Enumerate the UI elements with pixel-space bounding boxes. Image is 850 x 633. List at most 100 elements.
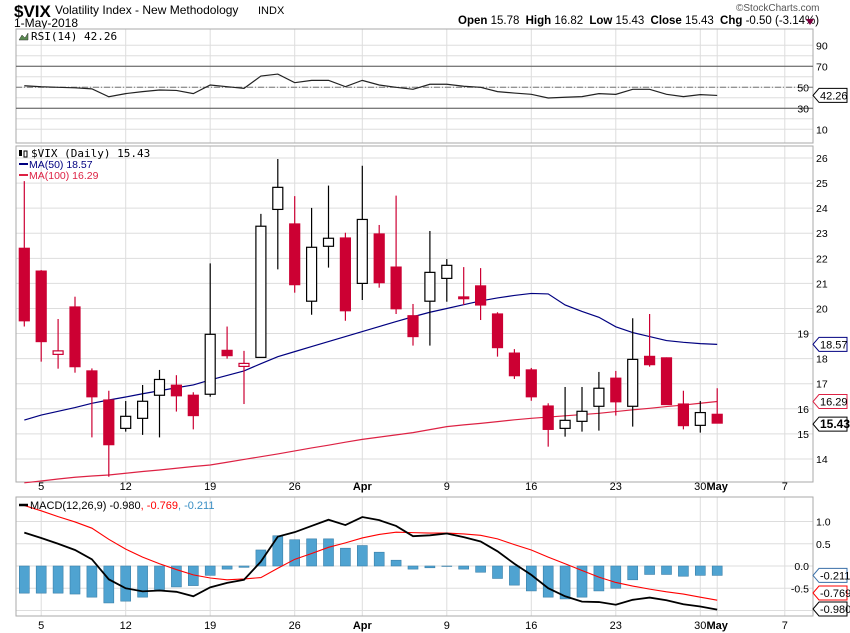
rsi-tick-label: 30 bbox=[797, 103, 809, 115]
price-tick-label: 25 bbox=[816, 178, 828, 190]
candle-body bbox=[694, 411, 706, 426]
ma50-value-tag-box bbox=[812, 336, 848, 352]
x-tick-label: 5 bbox=[38, 481, 44, 493]
candle-body bbox=[610, 377, 622, 403]
panel-border bbox=[15, 28, 814, 144]
price-tick-label: 23 bbox=[816, 228, 828, 240]
candle-body bbox=[627, 358, 639, 407]
rsi-tick-label: 90 bbox=[816, 40, 828, 52]
macd-histogram-bar bbox=[390, 559, 402, 567]
rsi-tick-label: 10 bbox=[816, 124, 828, 136]
chart-date: 1-May-2018 bbox=[14, 16, 78, 30]
x-tick-label: 7 bbox=[782, 620, 788, 632]
macd-histogram-bar bbox=[86, 565, 98, 598]
macd-legend-hist: , -0.211 bbox=[178, 500, 215, 512]
macd-histogram-bar bbox=[610, 565, 622, 589]
low-label: Low bbox=[589, 15, 612, 27]
ma50-line bbox=[24, 292, 718, 421]
candle-body bbox=[458, 296, 470, 300]
macd-histogram-bar bbox=[103, 565, 115, 604]
panel-border bbox=[15, 496, 814, 617]
candle-body bbox=[289, 223, 301, 286]
macd-value-tag: -0.980 bbox=[820, 604, 850, 616]
macd-legend: MACD(12,26,9) -0.980, -0.769, -0.211 bbox=[30, 500, 214, 512]
watermark: ©StockCharts.com bbox=[736, 3, 820, 14]
macd-histogram-bar bbox=[35, 565, 47, 594]
macd-histogram-bar bbox=[542, 565, 554, 598]
price-tick-label: 22 bbox=[816, 253, 828, 265]
macd-histogram-bar bbox=[373, 551, 385, 567]
macd-histogram-bar bbox=[52, 565, 64, 594]
macd-histogram-bar bbox=[204, 565, 216, 576]
macd-legend-main: MACD(12,26,9) -0.980 bbox=[30, 500, 141, 512]
rsi-value-tag-box bbox=[812, 87, 848, 103]
candle-body bbox=[272, 186, 284, 211]
candle-body bbox=[339, 237, 351, 312]
x-tick-label: 5 bbox=[38, 620, 44, 632]
x-tick-label: May bbox=[706, 620, 728, 632]
candle-body bbox=[711, 413, 723, 424]
open-value: 15.78 bbox=[491, 15, 520, 27]
macd-histogram-bar bbox=[154, 565, 165, 590]
low-value: 15.43 bbox=[616, 15, 645, 27]
x-tick-label: 26 bbox=[289, 620, 301, 632]
candle-body bbox=[86, 370, 98, 398]
macd-histogram-bar bbox=[171, 565, 182, 588]
candle-body bbox=[373, 233, 385, 284]
x-tick-label: 19 bbox=[204, 481, 216, 493]
candle-body bbox=[170, 384, 182, 397]
hist-value-tag-box bbox=[812, 567, 848, 583]
candle-body bbox=[187, 394, 199, 417]
x-tick-label: 9 bbox=[444, 481, 450, 493]
ma100-legend: MA(100) 16.29 bbox=[29, 170, 99, 182]
panel-border bbox=[15, 145, 814, 483]
x-tick-label: May bbox=[706, 481, 728, 493]
rsi-legend: RSI(14) 42.26 bbox=[31, 30, 117, 43]
open-label: Open bbox=[458, 15, 487, 27]
macd-histogram-bar bbox=[475, 565, 486, 573]
rsi-line bbox=[24, 73, 718, 99]
candle-body bbox=[238, 362, 250, 368]
price-legend: $VIX (Daily) 15.43 bbox=[31, 147, 150, 160]
high-label: High bbox=[526, 15, 552, 27]
macd-histogram-bar bbox=[340, 547, 351, 567]
x-tick-label: Apr bbox=[353, 481, 373, 493]
macd-histogram-bar bbox=[306, 538, 317, 567]
x-tick-label: 16 bbox=[525, 620, 537, 632]
candle-body bbox=[35, 270, 47, 343]
price-tick-label: 16 bbox=[797, 404, 809, 416]
candle-body bbox=[255, 225, 267, 358]
x-tick-label: 30 bbox=[694, 620, 706, 632]
macd-histogram-bar bbox=[69, 565, 81, 595]
rsi-indicator-icon bbox=[18, 32, 29, 41]
x-tick-label: 12 bbox=[120, 481, 132, 493]
macd-value-tag-box bbox=[812, 601, 848, 617]
macd-histogram-bar bbox=[492, 565, 503, 579]
candle-body bbox=[153, 378, 166, 396]
macd-histogram-bar bbox=[627, 565, 639, 581]
macd-histogram-bar bbox=[289, 539, 301, 567]
macd-signal-line bbox=[24, 504, 718, 601]
candle-body bbox=[356, 218, 368, 284]
candle-body bbox=[491, 313, 504, 349]
macd-line bbox=[24, 516, 718, 611]
candle-body bbox=[660, 357, 673, 406]
macd-histogram-bar bbox=[238, 565, 250, 568]
x-tick-label: 19 bbox=[204, 620, 216, 632]
rsi-tick-label: 70 bbox=[816, 61, 828, 73]
price-tick-label: 20 bbox=[816, 303, 828, 315]
macd-histogram-bar bbox=[356, 545, 368, 567]
macd-legend-signal: , -0.769 bbox=[141, 500, 178, 512]
ohlc-readout: Open 15.78 High 16.82 Low 15.43 Close 15… bbox=[458, 15, 819, 27]
x-tick-label: 12 bbox=[120, 620, 132, 632]
candle-body bbox=[322, 237, 335, 247]
macd-histogram-bar bbox=[255, 549, 267, 567]
candle-body bbox=[677, 403, 690, 427]
chg-label: Chg bbox=[720, 15, 742, 27]
x-tick-label: 23 bbox=[610, 481, 622, 493]
signal-value-tag: -0.769 bbox=[820, 588, 850, 600]
high-value: 16.82 bbox=[554, 15, 583, 27]
candle-body bbox=[69, 306, 81, 368]
macd-histogram-bar bbox=[221, 565, 233, 570]
x-tick-label: 26 bbox=[289, 481, 301, 493]
